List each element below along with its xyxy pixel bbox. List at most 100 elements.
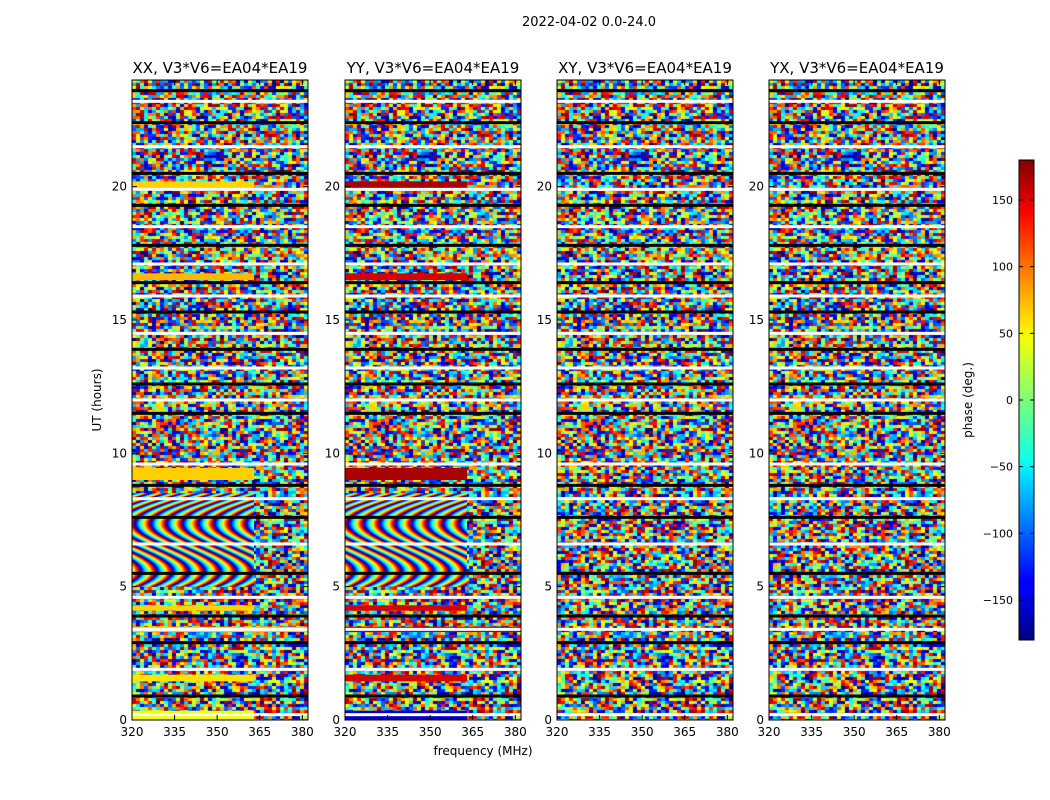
flagged-gap	[769, 627, 945, 631]
flagged-gap	[345, 515, 521, 519]
x-tick-label: 380	[716, 725, 739, 739]
flagged-gap	[769, 203, 945, 207]
flagged-gap	[132, 243, 308, 247]
flagged-gap	[132, 497, 308, 501]
panels-group: XX, V3*V6=EA04*EA19 320 335 350 365 380 0 5 10 15…	[112, 59, 951, 739]
x-tick-label: 380	[928, 725, 951, 739]
x-tick-label: 335	[163, 725, 186, 739]
flagged-gap	[345, 462, 521, 466]
coherent-phase-band	[132, 605, 255, 611]
flagged-gap	[769, 542, 945, 546]
flagged-gap	[132, 331, 308, 335]
x-tick-label: 365	[673, 725, 696, 739]
flagged-gap	[132, 667, 308, 671]
coherent-phase-band	[132, 181, 255, 188]
colorbar-tick-label: −150	[983, 594, 1013, 607]
colorbar-tick-label: −50	[990, 461, 1013, 474]
flagged-gap	[769, 145, 945, 149]
flagged-gap	[769, 225, 945, 229]
flagged-gap	[132, 595, 308, 599]
flagged-gap	[132, 627, 308, 631]
flagged-gap	[132, 694, 308, 698]
panel-frame	[556, 79, 734, 721]
y-tick-label: 10	[112, 446, 127, 460]
flagged-gap	[769, 515, 945, 519]
flagged-gap	[345, 542, 521, 546]
x-tick-label: 365	[248, 725, 271, 739]
flagged-gap	[769, 171, 945, 175]
panel-yx: YX, V3*V6=EA04*EA19 320 335 350 365 380 0 5 10 15…	[749, 59, 951, 739]
x-tick-label: 320	[121, 725, 144, 739]
flagged-gap	[769, 497, 945, 501]
colorbar-tick-label: 50	[999, 327, 1013, 340]
flagged-gap	[132, 310, 308, 314]
panel-xx: XX, V3*V6=EA04*EA19 320 335 350 365 380 0 5 10 15…	[112, 59, 314, 739]
coherent-phase-band	[132, 468, 255, 480]
flagged-gap	[769, 89, 945, 93]
panel-title-yy: YY, V3*V6=EA04*EA19	[346, 59, 520, 77]
flagged-gap	[132, 225, 308, 229]
x-tick-label: 320	[758, 725, 781, 739]
flagged-gap	[132, 411, 308, 415]
flagged-gap	[345, 571, 521, 575]
flagged-gap	[557, 366, 733, 370]
y-tick-label: 5	[756, 580, 764, 594]
flagged-gap	[769, 411, 945, 415]
coherent-phase-band	[345, 605, 468, 611]
flagged-gap	[132, 145, 308, 149]
flagged-gap	[769, 398, 945, 402]
flagged-gap	[132, 483, 308, 487]
colorbar-tick-label: 150	[992, 194, 1013, 207]
flagged-gap	[345, 121, 521, 125]
flagged-gap	[557, 281, 733, 285]
y-tick-label: 0	[756, 713, 764, 727]
y-tick-label: 0	[119, 713, 127, 727]
flagged-gap	[557, 515, 733, 519]
flagged-gap	[132, 713, 308, 717]
flagged-gap	[132, 462, 308, 466]
panel-frame	[131, 79, 309, 721]
y-tick-label: 15	[112, 313, 127, 327]
panel-title-xx: XX, V3*V6=EA04*EA19	[133, 59, 308, 77]
flagged-gap	[557, 694, 733, 698]
y-tick-label: 5	[544, 580, 552, 594]
flagged-gap	[557, 310, 733, 314]
flagged-gap	[132, 542, 308, 546]
flagged-gap	[557, 398, 733, 402]
panel-frame	[344, 79, 522, 721]
x-tick-label: 380	[504, 725, 527, 739]
x-tick-label: 320	[546, 725, 569, 739]
flagged-gap	[345, 497, 521, 501]
flagged-gap	[132, 382, 308, 386]
figure-title: 2022-04-02 0.0-24.0	[522, 15, 656, 30]
flagged-gap	[557, 497, 733, 501]
x-tick-label: 335	[376, 725, 399, 739]
flagged-gap	[132, 121, 308, 125]
flagged-gap	[132, 171, 308, 175]
flagged-gap	[345, 595, 521, 599]
flagged-gap	[769, 667, 945, 671]
x-tick-label: 380	[291, 725, 314, 739]
x-tick-label: 320	[334, 725, 357, 739]
flagged-gap	[132, 262, 308, 266]
flagged-gap	[132, 366, 308, 370]
flagged-gap	[345, 667, 521, 671]
y-axis-label: UT (hours)	[90, 368, 104, 431]
flagged-gap	[345, 398, 521, 402]
colorbar-tick-label: 0	[1006, 394, 1013, 407]
y-tick-label: 5	[119, 580, 127, 594]
flagged-gap	[769, 462, 945, 466]
y-tick-label: 15	[749, 313, 764, 327]
flagged-gap	[769, 243, 945, 247]
flagged-gap	[345, 641, 521, 645]
flagged-gap	[345, 187, 521, 191]
x-tick-label: 350	[206, 725, 229, 739]
flagged-gap	[345, 294, 521, 298]
flagged-gap	[769, 595, 945, 599]
y-tick-label: 20	[537, 180, 552, 194]
colorbar: 150 100 50 0 −50 −100 −150 phase (deg.)	[961, 159, 1035, 641]
flagged-gap	[769, 281, 945, 285]
flagged-gap	[345, 366, 521, 370]
flagged-gap	[557, 243, 733, 247]
flagged-gap	[769, 294, 945, 298]
